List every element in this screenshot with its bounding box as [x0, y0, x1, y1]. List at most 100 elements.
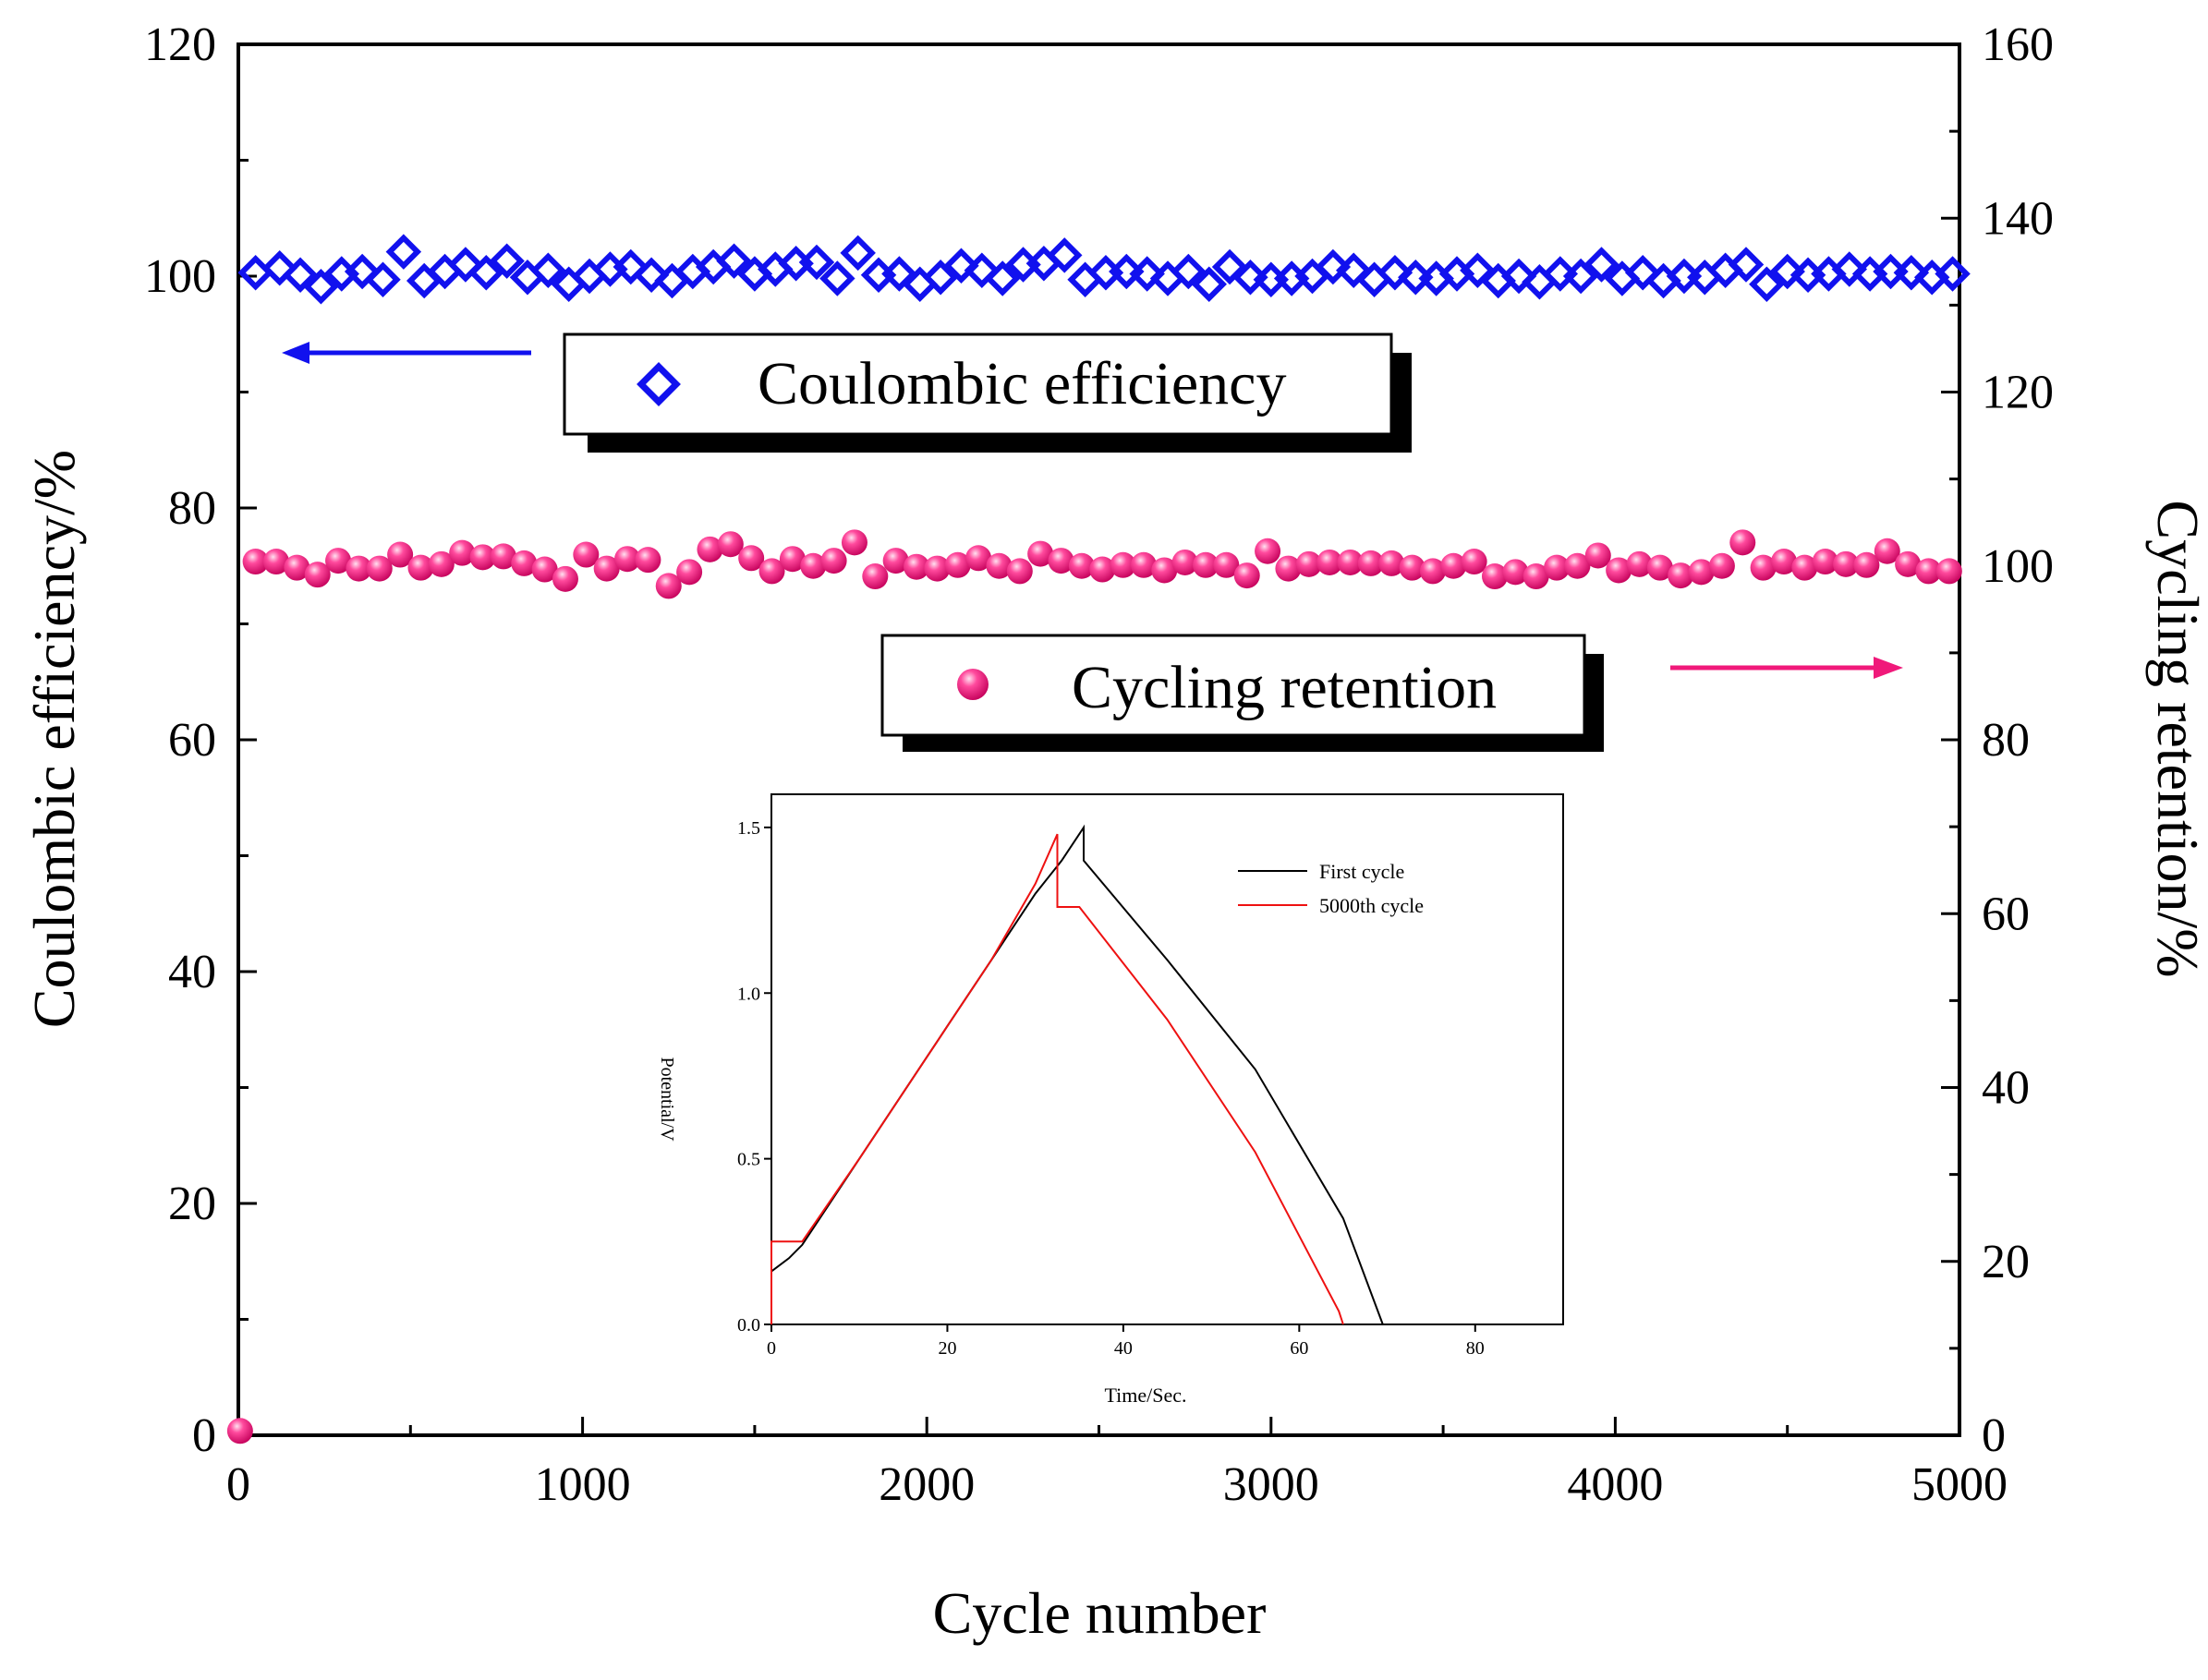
ce-point — [984, 260, 1021, 296]
ce-point — [881, 256, 917, 292]
inset-x-tick-label: 40 — [1114, 1338, 1133, 1359]
retention-point — [1337, 549, 1364, 575]
retention-point — [531, 556, 558, 583]
retention-point — [469, 544, 496, 571]
retention-point — [1564, 552, 1591, 579]
ce-point — [1500, 258, 1537, 295]
ce-point — [1315, 248, 1352, 285]
ce-point — [1769, 253, 1805, 290]
ce-point — [716, 243, 752, 279]
x-axis-title: Cycle number — [933, 1580, 1267, 1646]
x-tick-label: 4000 — [1567, 1458, 1663, 1511]
retention-point — [1481, 563, 1508, 590]
retention-point — [841, 529, 867, 556]
retention-point — [1729, 529, 1756, 556]
ce-point — [1831, 251, 1868, 287]
ce-point — [282, 257, 319, 293]
retention-point — [304, 562, 331, 588]
left-y-tick-label: 80 — [168, 482, 216, 535]
retention-point — [1316, 549, 1343, 575]
legend-diamond-marker — [637, 362, 681, 406]
retention-point — [717, 531, 744, 558]
retention-point — [1770, 549, 1797, 575]
retention-point — [1461, 549, 1487, 575]
retention-point — [1523, 563, 1549, 590]
ce-point — [303, 269, 339, 305]
legend-label-coulombic-efficiency: Coulombic efficiency — [758, 350, 1286, 417]
retention-point — [1110, 551, 1136, 578]
left-y-tick-label: 60 — [168, 714, 216, 767]
retention-point — [1874, 538, 1900, 564]
ce-point — [1749, 266, 1785, 303]
retention-point — [262, 549, 289, 575]
retention-point — [1419, 558, 1446, 585]
coulombic-efficiency-series — [237, 234, 1971, 305]
ce-point — [530, 252, 566, 288]
retention-point — [1027, 540, 1054, 567]
ce-point — [1109, 253, 1145, 290]
retention-point — [1255, 538, 1281, 564]
retention-point — [1646, 554, 1673, 581]
retention-point — [1399, 554, 1425, 581]
retention-point — [1006, 558, 1033, 585]
left-y-tick-label: 40 — [168, 946, 216, 998]
left-y-tick-label: 100 — [144, 250, 216, 303]
x-tick-label: 5000 — [1911, 1458, 2008, 1511]
ce-point — [1460, 252, 1496, 288]
legend-coulombic-efficiency: Coulombic efficiency — [563, 332, 1412, 453]
right-y-axis-title: Cycling retention/% — [2145, 500, 2208, 977]
left-y-tick-label: 120 — [144, 18, 216, 71]
retention-point — [862, 563, 889, 590]
left-y-axis-title: Coulombic efficiency/% — [21, 450, 87, 1028]
inset-x-axis-title: Time/Sec. — [1104, 1384, 1186, 1407]
retention-point — [490, 543, 516, 570]
inset-line-5000th-cycle — [770, 833, 1344, 1325]
retention-point — [1688, 559, 1715, 586]
retention-point — [676, 559, 703, 586]
inset-y-tick-label: 1.0 — [737, 984, 760, 1004]
cycling-retention-series — [226, 529, 1962, 1444]
retention-point — [655, 573, 682, 599]
ce-point — [1562, 258, 1599, 295]
retention-point — [800, 552, 827, 579]
retention-point — [387, 541, 414, 568]
retention-point — [1791, 554, 1818, 581]
ce-point — [344, 253, 381, 290]
inset-x-ticks: 0 20 40 60 80 — [767, 1324, 1485, 1359]
ce-point — [1377, 254, 1413, 291]
right-y-tick-label: 60 — [1982, 888, 2030, 940]
retention-point — [407, 554, 434, 581]
inset-line-first-cycle — [770, 824, 1384, 1325]
ce-point — [840, 235, 876, 272]
retention-point — [635, 547, 661, 574]
ce-point — [798, 244, 835, 281]
retention-point — [944, 551, 971, 578]
retention-point — [346, 555, 372, 582]
retention-point — [284, 554, 310, 581]
inset-y-tick-label: 0.0 — [737, 1315, 760, 1336]
retention-point — [1626, 550, 1653, 577]
inset-series — [770, 824, 1384, 1325]
retention-point — [1130, 551, 1157, 578]
inset-legend: First cycle 5000th cycle — [1238, 860, 1424, 917]
ce-point — [1542, 256, 1579, 292]
right-axis-arrow — [1670, 657, 1903, 679]
retention-point — [1068, 552, 1095, 579]
ce-point — [943, 248, 979, 284]
retention-point — [1812, 549, 1838, 575]
inset-y-tick-label: 0.5 — [737, 1150, 760, 1170]
retention-point — [986, 552, 1013, 579]
retention-point — [1171, 549, 1198, 575]
ce-point — [1191, 266, 1227, 303]
retention-point — [1853, 551, 1880, 578]
retention-point — [1606, 557, 1632, 584]
retention-point — [325, 548, 352, 574]
ce-point — [1893, 254, 1930, 291]
inset-x-tick-label: 0 — [767, 1338, 776, 1359]
retention-point — [1295, 550, 1322, 577]
legend-cycling-retention: Cycling retention — [880, 634, 1604, 752]
right-y-tick-label: 160 — [1982, 18, 2054, 71]
ce-point — [1211, 248, 1248, 285]
retention-point — [1378, 550, 1405, 576]
retention-point — [242, 549, 269, 575]
